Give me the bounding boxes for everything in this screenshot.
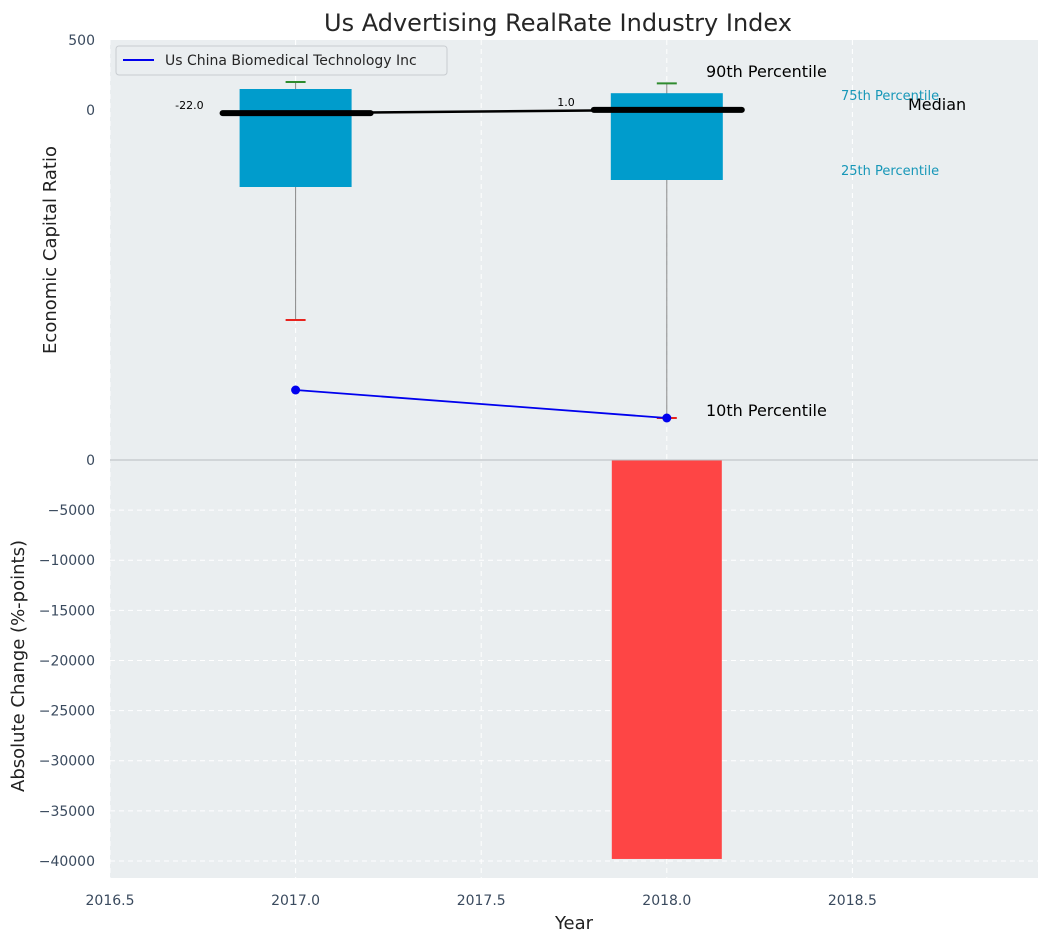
series-point <box>291 385 301 395</box>
annotation-75th-percentile: 75th Percentile <box>841 89 939 104</box>
bottom-y-tick-label: 0 <box>86 453 95 469</box>
series-line <box>295 389 667 419</box>
bottom-y-tick-label: −20000 <box>39 653 95 669</box>
legend-entry: Us China Biomedical Technology Inc <box>165 53 417 69</box>
x-tick-label: 2016.5 <box>86 893 135 909</box>
chart-title: Us Advertising RealRate Industry Index <box>324 9 792 37</box>
top-y-tick-label: 500 <box>68 33 95 49</box>
series-point <box>662 413 672 423</box>
x-tick-label: 2018.5 <box>828 893 877 909</box>
bottom-y-tick-label: −35000 <box>39 804 95 820</box>
legend-box <box>115 45 448 76</box>
median-value-label: 1.0 <box>557 96 575 109</box>
annotation-90th-percentile: 90th Percentile <box>706 62 827 81</box>
bottom-y-tick-label: −5000 <box>48 503 95 519</box>
bottom-y-tick-label: −30000 <box>39 754 95 770</box>
bottom-y-axis-title: Absolute Change (%-points) <box>8 540 29 792</box>
change-bar <box>611 460 722 859</box>
top-y-axis-title: Economic Capital Ratio <box>40 146 61 354</box>
annotation-25th-percentile: 25th Percentile <box>841 164 939 179</box>
bottom-y-tick-label: −15000 <box>39 603 95 619</box>
x-tick-label: 2018.0 <box>642 893 691 909</box>
top-panel: -22.0 1.0 <box>175 81 745 423</box>
annotation-median: Median <box>908 95 966 114</box>
legend: Us China Biomedical Technology Inc <box>115 45 448 76</box>
iqr-box <box>239 89 352 187</box>
annotation-10th-percentile: 10th Percentile <box>706 401 827 420</box>
x-tick-label: 2017.5 <box>457 893 506 909</box>
x-axis-title: Year <box>554 913 594 934</box>
bottom-panel <box>611 460 722 859</box>
bottom-y-tick-label: −25000 <box>39 704 95 720</box>
x-tick-label: 2017.0 <box>271 893 320 909</box>
median-value-label: -22.0 <box>175 99 203 112</box>
bottom-y-tick-label: −10000 <box>39 553 95 569</box>
bottom-y-tick-label: −40000 <box>39 854 95 870</box>
iqr-box <box>610 93 723 180</box>
top-y-tick-label: 0 <box>86 103 95 119</box>
axes-layer: 2016.5 2017.0 2017.5 2018.0 2018.5 500 0 0 −5000… <box>39 33 1038 909</box>
